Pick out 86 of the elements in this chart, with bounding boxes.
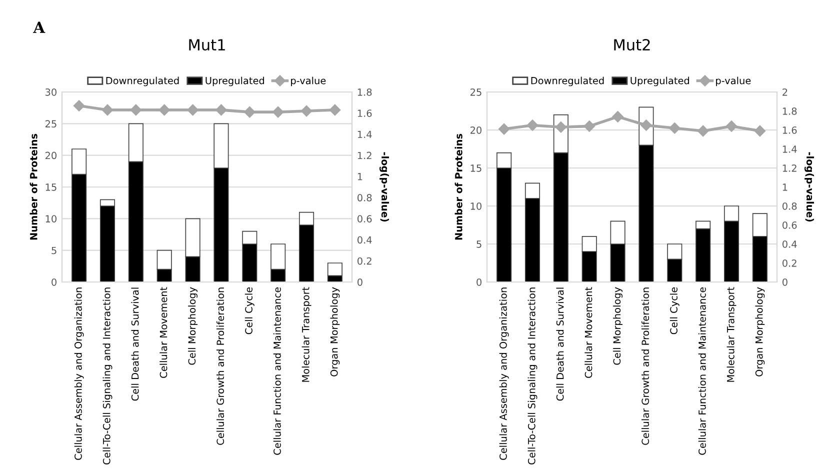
y2-tick-label: 1.2 <box>358 152 372 160</box>
point <box>73 100 85 112</box>
y-tick-label: 20 <box>470 126 482 134</box>
y-tick-label: 5 <box>52 246 56 254</box>
legend-label: p-value <box>291 76 326 86</box>
x-tick-label: Cell-To-Cell Signaling and Interaction <box>102 288 112 464</box>
y2-tick-label: 1.4 <box>782 146 797 153</box>
y-tick-label: 0 <box>52 278 56 286</box>
legend-label: Upregulated <box>630 76 690 86</box>
x-tick-label: Cellular Growth and Proliferation <box>216 288 224 445</box>
x-tick-label: Cellular Function and Maintenance <box>698 287 706 455</box>
point <box>669 122 680 134</box>
x-tick-label: Organ Morphology <box>755 287 765 376</box>
point <box>612 111 624 122</box>
y2-tick-label: 0.2 <box>782 259 796 267</box>
point <box>244 106 256 118</box>
y2-axis-title: -log(p-value) <box>380 152 389 222</box>
y-tick-label: 5 <box>476 240 482 248</box>
y2-tick-label: 1.4 <box>358 130 372 138</box>
x-tick-label: Cell-To-Cell Signaling and Interaction <box>528 288 538 464</box>
x-tick-label: Cellular Assembly and Organization <box>499 288 509 460</box>
x-tick-label: Cell Morphology <box>188 287 198 365</box>
point <box>187 104 198 116</box>
x-tick-label: Cell Morphology <box>613 287 622 365</box>
y-axis-title: Number of Proteins <box>454 134 462 240</box>
point <box>158 104 170 116</box>
y2-tick-label: 0.6 <box>782 221 797 229</box>
y-tick-label: 10 <box>470 202 482 210</box>
y2-tick-label: 2 <box>782 88 788 96</box>
y-tick-label: 20 <box>45 152 56 160</box>
legend-label: Downregulated <box>106 76 179 86</box>
y2-tick-label: 0 <box>782 278 788 286</box>
legend-label: Downregulated <box>531 76 604 86</box>
x-tick-label: Cell Death and Survival <box>556 288 564 401</box>
x-tick-label: Cellular Movement <box>160 287 168 378</box>
legend-label: p-value <box>716 76 751 86</box>
x-tick-label: Cell Cycle <box>244 287 254 334</box>
x-tick-label: Cell Death and Survival <box>131 288 139 401</box>
y2-tick-label: 1.6 <box>782 126 797 134</box>
y2-tick-label: 1 <box>782 184 788 191</box>
point <box>102 104 114 116</box>
x-tick-label: Cellular Assembly and Organization <box>74 288 84 460</box>
point <box>754 125 766 137</box>
point <box>329 104 341 116</box>
point <box>526 120 538 131</box>
x-tick-label: Organ Morphology <box>330 287 340 376</box>
y2-tick-label: 1.8 <box>782 107 797 115</box>
point <box>272 106 284 118</box>
y-tick-label: 0 <box>476 278 482 286</box>
x-tick-label: Cell Cycle <box>670 287 680 334</box>
y2-tick-label: 0.8 <box>782 202 797 210</box>
x-tick-label: Cellular Movement <box>584 287 592 378</box>
y2-tick-label: 0.2 <box>358 257 372 265</box>
y-tick-label: 25 <box>470 88 482 96</box>
y2-tick-label: 0.6 <box>358 215 372 222</box>
y-tick-label: 15 <box>46 184 56 191</box>
y2-tick-label: 1.8 <box>358 88 372 96</box>
y2-tick-label: 1.6 <box>358 110 372 117</box>
text: A <box>33 22 46 33</box>
y2-tick-label: 0.8 <box>358 194 372 202</box>
y-tick-label: 10 <box>46 215 56 222</box>
legend-label: Upregulated <box>206 76 264 86</box>
y-tick-label: 15 <box>470 164 482 172</box>
point <box>300 105 312 117</box>
y2-tick-label: 1 <box>358 173 362 180</box>
point <box>697 125 709 137</box>
point <box>130 104 142 116</box>
point <box>216 104 227 116</box>
y2-tick-label: 0 <box>358 278 362 286</box>
y-tick-label: 30 <box>46 88 56 96</box>
y2-tick-label: 1.2 <box>782 164 796 172</box>
point <box>555 122 567 133</box>
chart-title: Mut1 <box>189 39 225 51</box>
y-tick-label: 25 <box>45 120 56 128</box>
y2-tick-label: 0.4 <box>358 236 372 244</box>
point <box>498 123 510 135</box>
x-tick-label: Molecular Transport <box>726 287 736 382</box>
y-axis-title: Number of Proteins <box>30 134 38 240</box>
point <box>584 120 595 132</box>
y2-tick-label: 0.4 <box>782 240 797 248</box>
point <box>726 120 738 132</box>
x-tick-label: Molecular Transport <box>302 287 312 382</box>
x-tick-label: Cellular Function and Maintenance <box>273 287 281 455</box>
x-tick-label: Cellular Growth and Proliferation <box>642 288 650 445</box>
chart-title: Mut2 <box>614 38 650 51</box>
y2-axis-title: -log(p-value) <box>804 152 814 222</box>
